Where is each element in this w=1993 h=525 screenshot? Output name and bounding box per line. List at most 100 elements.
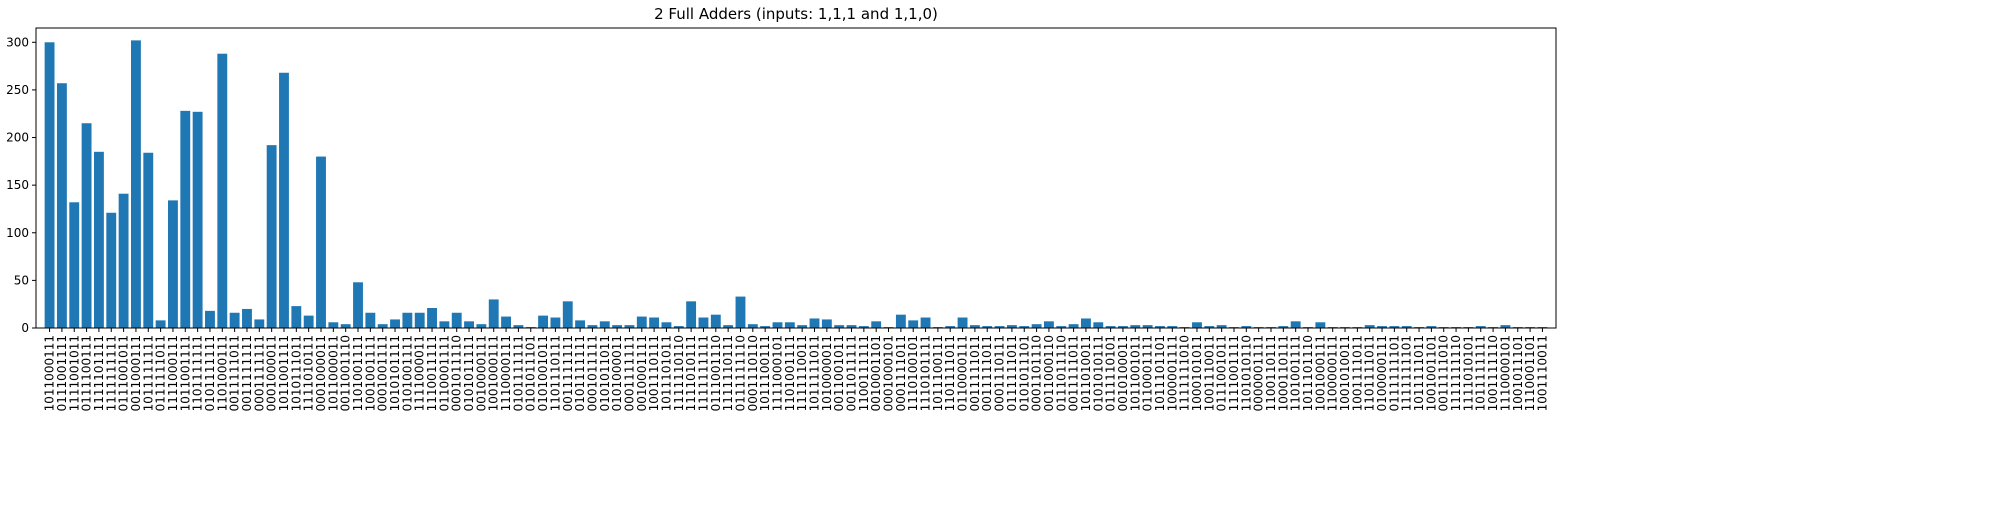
- bar: [180, 110, 191, 328]
- bar: [1093, 322, 1104, 328]
- x-tick-label: 1101001111: [351, 335, 365, 411]
- x-tick-label: 1000101011: [1190, 335, 1204, 411]
- x-tick-label: 0101001011: [536, 335, 550, 411]
- x-tick-label: 1011111011: [808, 335, 822, 411]
- x-tick-label: 1001111110: [1486, 335, 1500, 411]
- bar: [1130, 325, 1141, 328]
- x-tick-label: 1011000111: [43, 335, 57, 411]
- bar: [1081, 318, 1091, 328]
- x-tick-label: 1101000111: [215, 335, 229, 411]
- x-tick-label: 0011000111: [129, 335, 143, 411]
- bar: [488, 299, 499, 328]
- x-tick-label: 1001110011: [1535, 335, 1549, 411]
- x-tick-label: 0011111011: [968, 335, 982, 411]
- x-tick-label: 1110001101: [1523, 335, 1537, 411]
- y-tick-label: 50: [14, 273, 29, 287]
- x-tick-label: 1011001111: [277, 335, 291, 411]
- bar: [340, 324, 351, 328]
- bar: [895, 314, 906, 328]
- x-tick-label: 0011000110: [1042, 335, 1056, 411]
- x-tick-label: 0101111111: [573, 335, 587, 411]
- x-tick-label: 0111001111: [55, 335, 69, 411]
- bar: [476, 324, 487, 328]
- bar: [1278, 326, 1289, 328]
- x-tick-label: 0111100111: [80, 335, 94, 411]
- x-tick-label: 1011000011: [326, 335, 340, 411]
- x-tick-label: 1000001111: [1165, 335, 1179, 411]
- bar: [1105, 326, 1116, 328]
- x-tick-label: 1111010111: [684, 335, 698, 411]
- bar: [710, 314, 721, 328]
- y-tick-label: 100: [6, 226, 29, 240]
- bar: [229, 312, 240, 328]
- bar: [93, 151, 104, 328]
- bar: [1056, 326, 1067, 328]
- bar: [1426, 326, 1437, 328]
- bar: [414, 312, 425, 328]
- x-tick-label: 1100000111: [1326, 335, 1340, 411]
- bar: [1155, 326, 1165, 328]
- bar: [390, 319, 400, 328]
- x-tick-label: 1001110011: [1202, 335, 1216, 411]
- bar: [624, 325, 635, 328]
- bar: [56, 83, 67, 329]
- bar: [353, 282, 363, 328]
- bar: [291, 306, 302, 328]
- x-tick-label: 1111111101: [1400, 335, 1414, 411]
- x-tick-label: 0111111101: [1387, 335, 1401, 411]
- x-tick-label: 1111111111: [104, 335, 118, 411]
- x-tick-label: 0101011101: [524, 335, 538, 411]
- x-tick-label: 1001000111: [1313, 335, 1327, 411]
- x-tick-label: 1001010011: [1338, 335, 1352, 411]
- x-tick-label: 1101111011: [1363, 335, 1377, 411]
- bar: [266, 145, 277, 328]
- bar: [1500, 325, 1511, 328]
- x-tick-label: 1110000111: [499, 335, 513, 411]
- bar: [1167, 326, 1178, 328]
- bar: [538, 315, 549, 328]
- x-tick-label: 0000001111: [1252, 335, 1266, 411]
- bar: [303, 315, 314, 328]
- bar: [1241, 326, 1252, 328]
- x-tick-label: 0010100011: [1116, 335, 1130, 411]
- x-tick-label: 1010111011: [289, 335, 303, 411]
- bar: [1204, 326, 1215, 328]
- x-tick-label: 0111111011: [1005, 335, 1019, 411]
- bar: [44, 42, 55, 328]
- x-tick-label: 1001110111: [647, 335, 661, 411]
- y-tick-label: 0: [21, 321, 29, 335]
- y-axis: 0 50 100 150 200 250 300: [6, 35, 36, 335]
- bar: [1043, 321, 1054, 328]
- x-tick-label: 0010001111: [635, 335, 649, 411]
- x-tick-label: 0101011101: [1017, 335, 1031, 411]
- bar: [735, 296, 746, 328]
- x-tick-label: 0111001011: [1215, 335, 1229, 411]
- bar: [599, 321, 610, 328]
- x-tick-label: 1011010011: [1079, 335, 1093, 411]
- x-tick-label: 0101010111: [1091, 335, 1105, 411]
- bar: [205, 310, 215, 328]
- bar: [562, 301, 573, 328]
- x-tick-label: 1111111010: [1178, 335, 1192, 411]
- bar: [106, 212, 117, 328]
- bar: [772, 322, 783, 328]
- bar: [550, 317, 561, 328]
- bar: [698, 317, 709, 328]
- y-tick-label: 150: [6, 178, 29, 192]
- bar: [920, 317, 931, 328]
- x-tick-label: 0011111111: [240, 335, 254, 411]
- x-tick-label: 0110001111: [1141, 335, 1155, 411]
- x-tick-label: 1110000101: [1498, 335, 1512, 411]
- x-tick-label: 1111000111: [166, 335, 180, 411]
- bar: [821, 319, 832, 328]
- x-tick-label: 0011111011: [980, 335, 994, 411]
- x-tick-label: 0001011111: [585, 335, 599, 411]
- x-tick-label: 0001001111: [376, 335, 390, 411]
- x-tick-label: 0001110110: [746, 335, 760, 411]
- x-tick-label: 1111110111: [721, 335, 735, 411]
- x-tick-label: 0010001101: [869, 335, 883, 411]
- x-tick-label: 0101111111: [511, 335, 525, 411]
- plot-frame: [35, 27, 1557, 329]
- bar: [784, 322, 795, 328]
